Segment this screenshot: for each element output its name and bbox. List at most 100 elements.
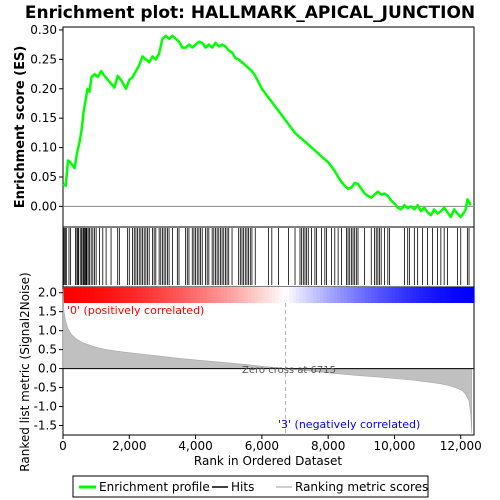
- gradient-segment: [186, 287, 191, 303]
- gradient-segment: [415, 287, 420, 303]
- gradient-segment: [76, 287, 81, 303]
- gradient-segment: [134, 287, 139, 303]
- x-tick-label: 4,000: [178, 439, 212, 453]
- gradient-segment: [391, 287, 396, 303]
- gradient-segment: [203, 287, 208, 303]
- legend-box: [72, 475, 429, 498]
- gradient-segment: [412, 287, 417, 303]
- es-y-tick-label: 0.10: [30, 141, 57, 155]
- gradient-segment: [223, 287, 228, 303]
- gradient-segment: [138, 287, 143, 303]
- gradient-segment: [251, 287, 256, 303]
- gradient-segment: [292, 287, 297, 303]
- gradient-segment: [261, 287, 266, 303]
- gradient-segment: [93, 287, 98, 303]
- gradient-segment: [182, 287, 187, 303]
- gradient-segment: [172, 287, 177, 303]
- gradient-segment: [302, 287, 307, 303]
- gradient-segment: [268, 287, 273, 303]
- gradient-segment: [278, 287, 283, 303]
- gradient-segment: [97, 287, 102, 303]
- gradient-segment: [152, 287, 157, 303]
- ranking-metric-area: [62, 288, 472, 434]
- metric-layer: [62, 288, 474, 435]
- es-y-tick-label: 0.00: [30, 199, 57, 213]
- gradient-segment: [128, 287, 133, 303]
- gradient-segment: [453, 287, 458, 303]
- gradient-segment: [360, 287, 366, 303]
- gradient-segment: [107, 287, 112, 303]
- gradient-segment: [422, 287, 427, 303]
- gradient-segment: [306, 287, 311, 303]
- gradient-segment: [141, 287, 146, 303]
- gradient-segment: [384, 287, 389, 303]
- gradient-segment: [220, 287, 225, 303]
- gradient-segment: [189, 287, 194, 303]
- metric-y-tick-label: 0.0: [38, 362, 57, 376]
- gradient-segment: [436, 287, 441, 303]
- hits-layer: [63, 228, 470, 285]
- gradient-segment: [340, 287, 345, 303]
- gradient-segment: [343, 287, 348, 303]
- zero-cross-label: Zero cross at 6715: [242, 365, 336, 376]
- gradient-segment: [234, 287, 239, 303]
- es-curve-layer: [62, 34, 472, 219]
- es-y-tick-label: 0.15: [30, 111, 57, 125]
- gradient-segment: [450, 287, 455, 303]
- x-tick-label: 2,000: [112, 439, 146, 453]
- gradient-segment: [323, 287, 328, 303]
- x-tick-label: 10,000: [373, 439, 415, 453]
- gradient-segment: [333, 287, 338, 303]
- gradient-segment: [179, 287, 184, 303]
- gradient-segment: [104, 287, 109, 303]
- gradient-segment: [282, 287, 287, 303]
- negative-correlation-label: '3' (negatively correlated): [278, 418, 420, 431]
- gradient-segment: [100, 287, 105, 303]
- gradient-segment: [210, 287, 215, 303]
- gradient-segment: [265, 287, 270, 303]
- positive-correlation-label: '0' (positively correlated): [67, 304, 204, 317]
- gradient-segment: [131, 287, 136, 303]
- gradient-segment: [110, 287, 115, 303]
- gradient-segment: [63, 287, 68, 303]
- gradient-segment: [419, 287, 424, 303]
- gradient-segment: [247, 287, 252, 303]
- metric-y-tick-label: -0.5: [34, 381, 57, 395]
- rank-gradient-bar: [63, 287, 475, 303]
- gradient-segment: [275, 287, 280, 303]
- es-panel-frame: [62, 26, 475, 228]
- gradient-segment: [200, 287, 205, 303]
- metric-y-tick-label: -1.0: [34, 400, 57, 414]
- gradient-segment: [299, 287, 304, 303]
- gradient-segment: [432, 287, 437, 303]
- gradient-segment: [446, 287, 451, 303]
- gradient-segment: [354, 287, 359, 303]
- gradient-segment: [319, 287, 324, 303]
- gradient-segment: [326, 287, 331, 303]
- gradient-segment: [443, 287, 448, 303]
- gradient-segment: [155, 287, 160, 303]
- metric-y-tick-label: 1.5: [38, 305, 57, 319]
- gradient-segment: [162, 287, 167, 303]
- gradient-segment: [460, 287, 465, 303]
- gradient-segment: [402, 287, 407, 303]
- gradient-segment: [398, 287, 403, 303]
- gradient-segment: [285, 287, 290, 303]
- gradient-segment: [69, 287, 74, 303]
- legend-metric-label: Ranking metric scores: [295, 480, 428, 494]
- gradient-segment: [230, 287, 235, 303]
- gradient-segment: [83, 287, 88, 303]
- gradient-segment: [206, 287, 211, 303]
- metric-y-tick-label: 0.5: [38, 343, 57, 357]
- gradient-segment: [470, 287, 475, 303]
- x-tick-label: 12,000: [440, 439, 482, 453]
- es-profile-line: [62, 34, 472, 219]
- x-tick-label: 6,000: [245, 439, 279, 453]
- gradient-segment: [124, 287, 129, 303]
- gradient-segment: [114, 287, 119, 303]
- gradient-segment: [374, 287, 379, 303]
- gradient-segment: [357, 287, 362, 303]
- gradient-segment: [429, 287, 434, 303]
- gradient-segment: [330, 287, 335, 303]
- legend-profile-label: Enrichment profile: [99, 480, 210, 494]
